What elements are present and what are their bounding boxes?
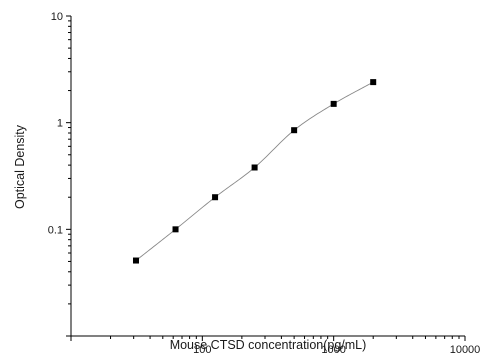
data-point [291,127,298,134]
y-tick-label: 0.1 [48,224,63,236]
data-point [132,257,139,264]
x-tick-label: 1000 [321,344,345,355]
plot-area: 0.1 1 10 100 1000 10000 [48,11,481,355]
data-point [212,194,219,201]
data-point [370,79,377,86]
x-tick-label: 100 [193,344,211,355]
x-tick-label: 10000 [450,344,481,355]
data-point [251,164,258,171]
x-axis-label: Mouse CTSD concentration(pg/mL) [170,338,367,352]
y-tick-label: 1 [57,118,63,130]
fit-curve [135,81,374,261]
data-point [172,226,179,233]
y-axis-label: Optical Density [13,124,27,209]
y-tick-label: 10 [51,11,63,23]
data-point [330,100,337,107]
